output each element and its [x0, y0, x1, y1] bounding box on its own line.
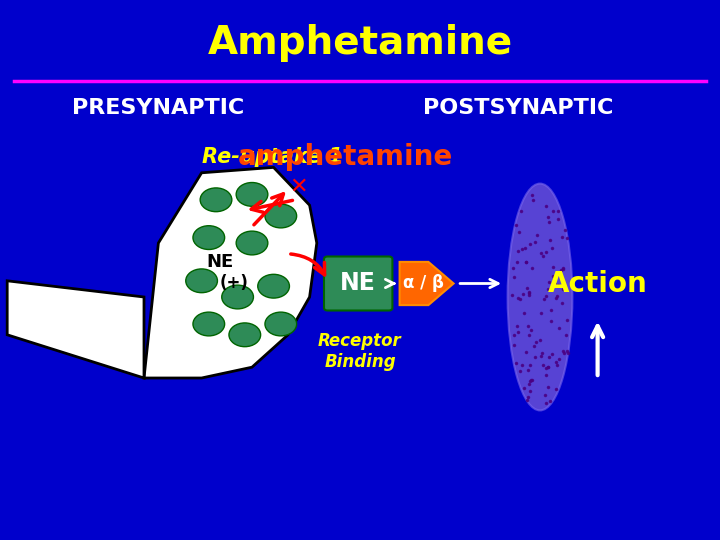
Text: Receptor
Binding: Receptor Binding [318, 332, 402, 371]
Circle shape [258, 274, 289, 298]
Circle shape [236, 183, 268, 206]
Text: (+): (+) [220, 274, 248, 293]
Text: POSTSYNAPTIC: POSTSYNAPTIC [423, 98, 613, 118]
Circle shape [265, 204, 297, 228]
Text: Action: Action [548, 269, 647, 298]
Circle shape [186, 269, 217, 293]
Text: amphetamine: amphetamine [238, 143, 453, 171]
Text: Re-uptake 1: Re-uptake 1 [202, 146, 343, 167]
Circle shape [193, 312, 225, 336]
Circle shape [200, 188, 232, 212]
Polygon shape [144, 167, 317, 378]
Text: Amphetamine: Amphetamine [207, 24, 513, 62]
Polygon shape [7, 281, 144, 378]
Circle shape [193, 226, 225, 249]
Ellipse shape [508, 184, 572, 410]
Circle shape [236, 231, 268, 255]
Text: NE: NE [206, 253, 233, 271]
Polygon shape [400, 262, 454, 305]
Text: NE: NE [341, 272, 376, 295]
Circle shape [265, 312, 297, 336]
Circle shape [222, 285, 253, 309]
Text: ✕: ✕ [289, 176, 308, 197]
Circle shape [229, 323, 261, 347]
FancyBboxPatch shape [324, 256, 392, 310]
Text: PRESYNAPTIC: PRESYNAPTIC [72, 98, 245, 118]
Text: α / β: α / β [403, 274, 444, 293]
